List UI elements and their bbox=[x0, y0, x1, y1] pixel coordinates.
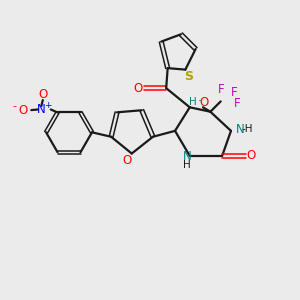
Text: F: F bbox=[233, 97, 240, 110]
Text: N: N bbox=[182, 150, 191, 163]
Text: O: O bbox=[199, 95, 208, 109]
Text: O: O bbox=[123, 154, 132, 166]
Text: O: O bbox=[18, 103, 27, 117]
Text: O: O bbox=[246, 149, 256, 162]
Text: -H: -H bbox=[242, 124, 253, 134]
Text: O: O bbox=[133, 82, 142, 95]
Text: N: N bbox=[37, 103, 46, 116]
Text: +: + bbox=[44, 100, 52, 109]
Text: H: H bbox=[183, 160, 191, 170]
Text: F: F bbox=[231, 86, 237, 99]
Text: O: O bbox=[38, 88, 47, 101]
Text: H: H bbox=[189, 97, 196, 107]
Text: N: N bbox=[236, 123, 244, 136]
Text: -: - bbox=[13, 101, 17, 111]
Text: F: F bbox=[218, 82, 225, 95]
Text: S: S bbox=[184, 70, 193, 83]
Text: ·: · bbox=[197, 95, 202, 109]
